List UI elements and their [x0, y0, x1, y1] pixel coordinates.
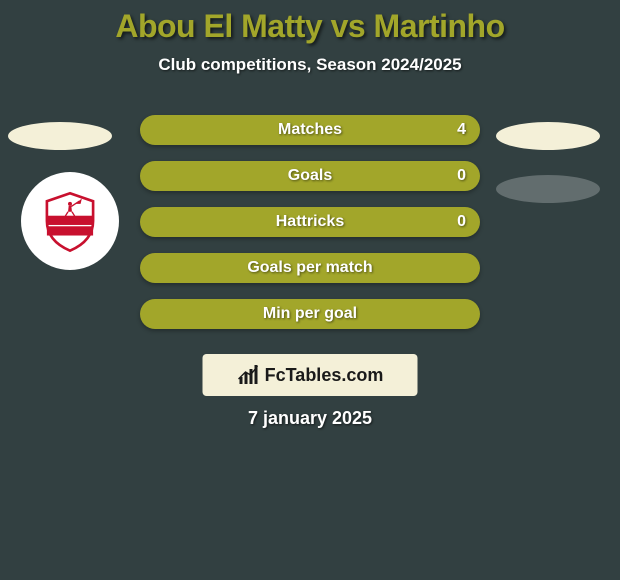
footer-date: 7 january 2025	[0, 408, 620, 429]
stat-label: Goals	[288, 167, 332, 185]
stat-row-matches: Matches 4	[140, 115, 480, 145]
stat-row-hattricks: Hattricks 0	[140, 207, 480, 237]
brand-text: FcTables.com	[265, 365, 384, 386]
stat-value-right: 0	[457, 167, 466, 185]
subtitle: Club competitions, Season 2024/2025	[0, 55, 620, 75]
decor-ellipse-left-1	[8, 122, 112, 150]
decor-ellipse-right-2	[496, 175, 600, 203]
zamalek-crest-icon	[37, 188, 103, 254]
brand-badge: FcTables.com	[203, 354, 418, 396]
bar-chart-icon	[237, 363, 261, 387]
stat-label: Min per goal	[263, 305, 357, 323]
stat-label: Hattricks	[276, 213, 344, 231]
stat-row-gpm: Goals per match	[140, 253, 480, 283]
stat-value-right: 0	[457, 213, 466, 231]
stat-row-goals: Goals 0	[140, 161, 480, 191]
stat-label: Matches	[278, 121, 342, 139]
club-badge-left	[21, 172, 119, 270]
decor-ellipse-right-1	[496, 122, 600, 150]
stat-label: Goals per match	[247, 259, 372, 277]
stat-row-mpg: Min per goal	[140, 299, 480, 329]
stat-value-right: 4	[457, 121, 466, 139]
page-title: Abou El Matty vs Martinho	[0, 0, 620, 45]
